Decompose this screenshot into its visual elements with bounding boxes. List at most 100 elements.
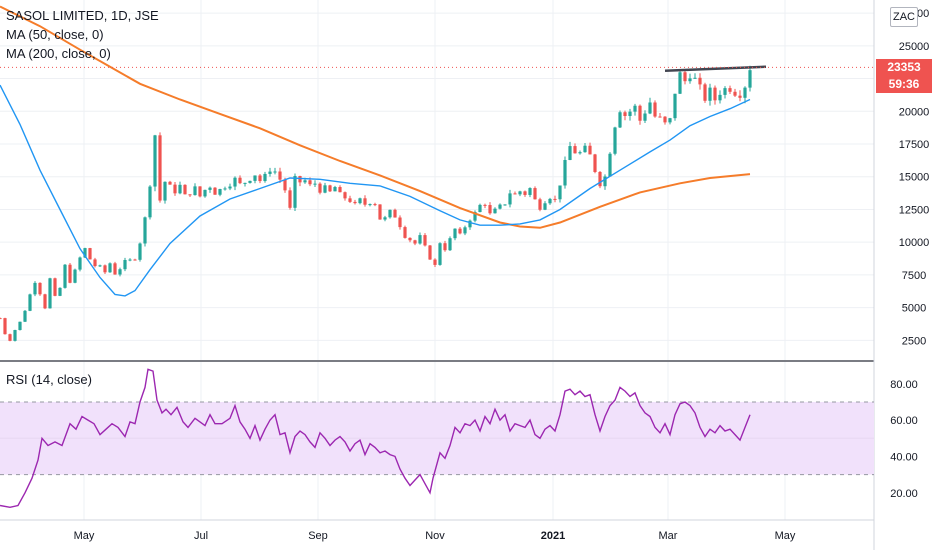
- candle-down: [198, 186, 202, 197]
- candle-down: [653, 102, 657, 117]
- candle-up: [18, 321, 22, 331]
- price-axis-label: 17500: [899, 139, 930, 151]
- candle-down: [173, 184, 177, 194]
- candle-up: [508, 193, 512, 205]
- candle-up: [708, 87, 712, 101]
- candle-down: [3, 318, 7, 335]
- candle-up: [248, 180, 252, 183]
- candle-up: [243, 182, 247, 184]
- candle-up: [368, 204, 372, 206]
- ma200-legend[interactable]: MA (200, close, 0): [6, 46, 111, 61]
- candle-down: [338, 187, 342, 193]
- candle-up: [58, 287, 62, 296]
- candle-up: [603, 176, 607, 187]
- candle-down: [353, 201, 357, 204]
- candle-up: [548, 198, 552, 204]
- candle-up: [33, 282, 37, 295]
- candle-down: [183, 184, 187, 195]
- candle-down: [88, 248, 92, 260]
- candle-up: [613, 127, 617, 154]
- candle-down: [573, 146, 577, 154]
- chart-title[interactable]: SASOL LIMITED, 1D, JSE: [6, 8, 159, 23]
- candle-up: [118, 269, 122, 275]
- candle-up: [83, 248, 87, 258]
- candle-down: [443, 243, 447, 251]
- rsi-axis-label: 20.00: [890, 488, 918, 500]
- candle-up: [303, 180, 307, 183]
- candle-down: [698, 77, 702, 85]
- rsi-axis-label: 80.00: [890, 379, 918, 391]
- candle-down: [168, 181, 172, 185]
- price-axis-label: 7500: [902, 270, 926, 282]
- candle-up: [743, 87, 747, 98]
- candle-up: [218, 189, 222, 195]
- candle-up: [568, 146, 572, 161]
- candle-up: [28, 294, 32, 311]
- candle-down: [213, 187, 217, 195]
- candle-down: [188, 194, 192, 196]
- ma50-legend[interactable]: MA (50, close, 0): [6, 27, 104, 42]
- moving-averages: [0, 5, 751, 297]
- candle-up: [618, 112, 622, 128]
- candle-up: [333, 187, 337, 192]
- candle-down: [113, 263, 117, 275]
- candle-down: [703, 84, 707, 101]
- candle-up: [23, 310, 27, 322]
- candle-down: [413, 240, 417, 244]
- axes: 2500500075001000012500150001750020000225…: [74, 8, 930, 542]
- rsi-title[interactable]: RSI (14, close): [6, 372, 92, 387]
- candle-up: [688, 78, 692, 82]
- candle-down: [408, 237, 412, 241]
- candle-up: [543, 203, 547, 210]
- overlays: [0, 65, 874, 72]
- candle-up: [748, 70, 752, 88]
- candle-up: [498, 204, 502, 209]
- candle-up: [673, 93, 677, 119]
- candle-down: [458, 228, 462, 234]
- candle-up: [668, 118, 672, 123]
- main-legend: SASOL LIMITED, 1D, JSE MA (50, close, 0)…: [6, 6, 159, 63]
- candle-up: [313, 183, 317, 185]
- currency-badge[interactable]: ZAC: [890, 7, 918, 27]
- candle-down: [378, 204, 382, 220]
- candle-up: [628, 111, 632, 116]
- candle-down: [423, 235, 427, 246]
- candle-up: [203, 189, 207, 197]
- candle-down: [663, 116, 667, 123]
- candle-up: [583, 145, 587, 153]
- price-axis-label: 5000: [902, 303, 926, 315]
- candle-down: [483, 204, 487, 206]
- candle-down: [343, 192, 347, 199]
- time-axis-label: Sep: [308, 530, 328, 542]
- candle-up: [643, 113, 647, 121]
- candle-down: [373, 204, 377, 206]
- candle-down: [713, 87, 717, 101]
- candle-up: [723, 88, 727, 95]
- candle-up: [518, 191, 522, 195]
- price-axis-label: 2500: [902, 335, 926, 347]
- candle-down: [133, 259, 137, 261]
- candle-down: [238, 177, 242, 184]
- candle-down: [283, 179, 287, 191]
- candle-down: [43, 294, 47, 309]
- candle-up: [268, 171, 272, 174]
- candle-down: [403, 227, 407, 238]
- price-axis-label: 10000: [899, 237, 930, 249]
- candle-up: [208, 187, 212, 190]
- bar-countdown-tag: 59:36: [876, 76, 932, 94]
- candles: [0, 65, 752, 342]
- time-axis-label: Mar: [659, 530, 678, 542]
- candle-down: [733, 91, 737, 96]
- candle-up: [63, 264, 67, 288]
- price-axis-label: 25000: [899, 41, 930, 53]
- candle-up: [253, 175, 257, 181]
- last-price-tag: 23353: [876, 59, 932, 77]
- candle-up: [13, 330, 17, 341]
- candle-down: [488, 205, 492, 214]
- rsi-axis-label: 40.00: [890, 451, 918, 463]
- candle-down: [728, 88, 732, 92]
- price-axis-label: 15000: [899, 172, 930, 184]
- candle-down: [523, 191, 527, 195]
